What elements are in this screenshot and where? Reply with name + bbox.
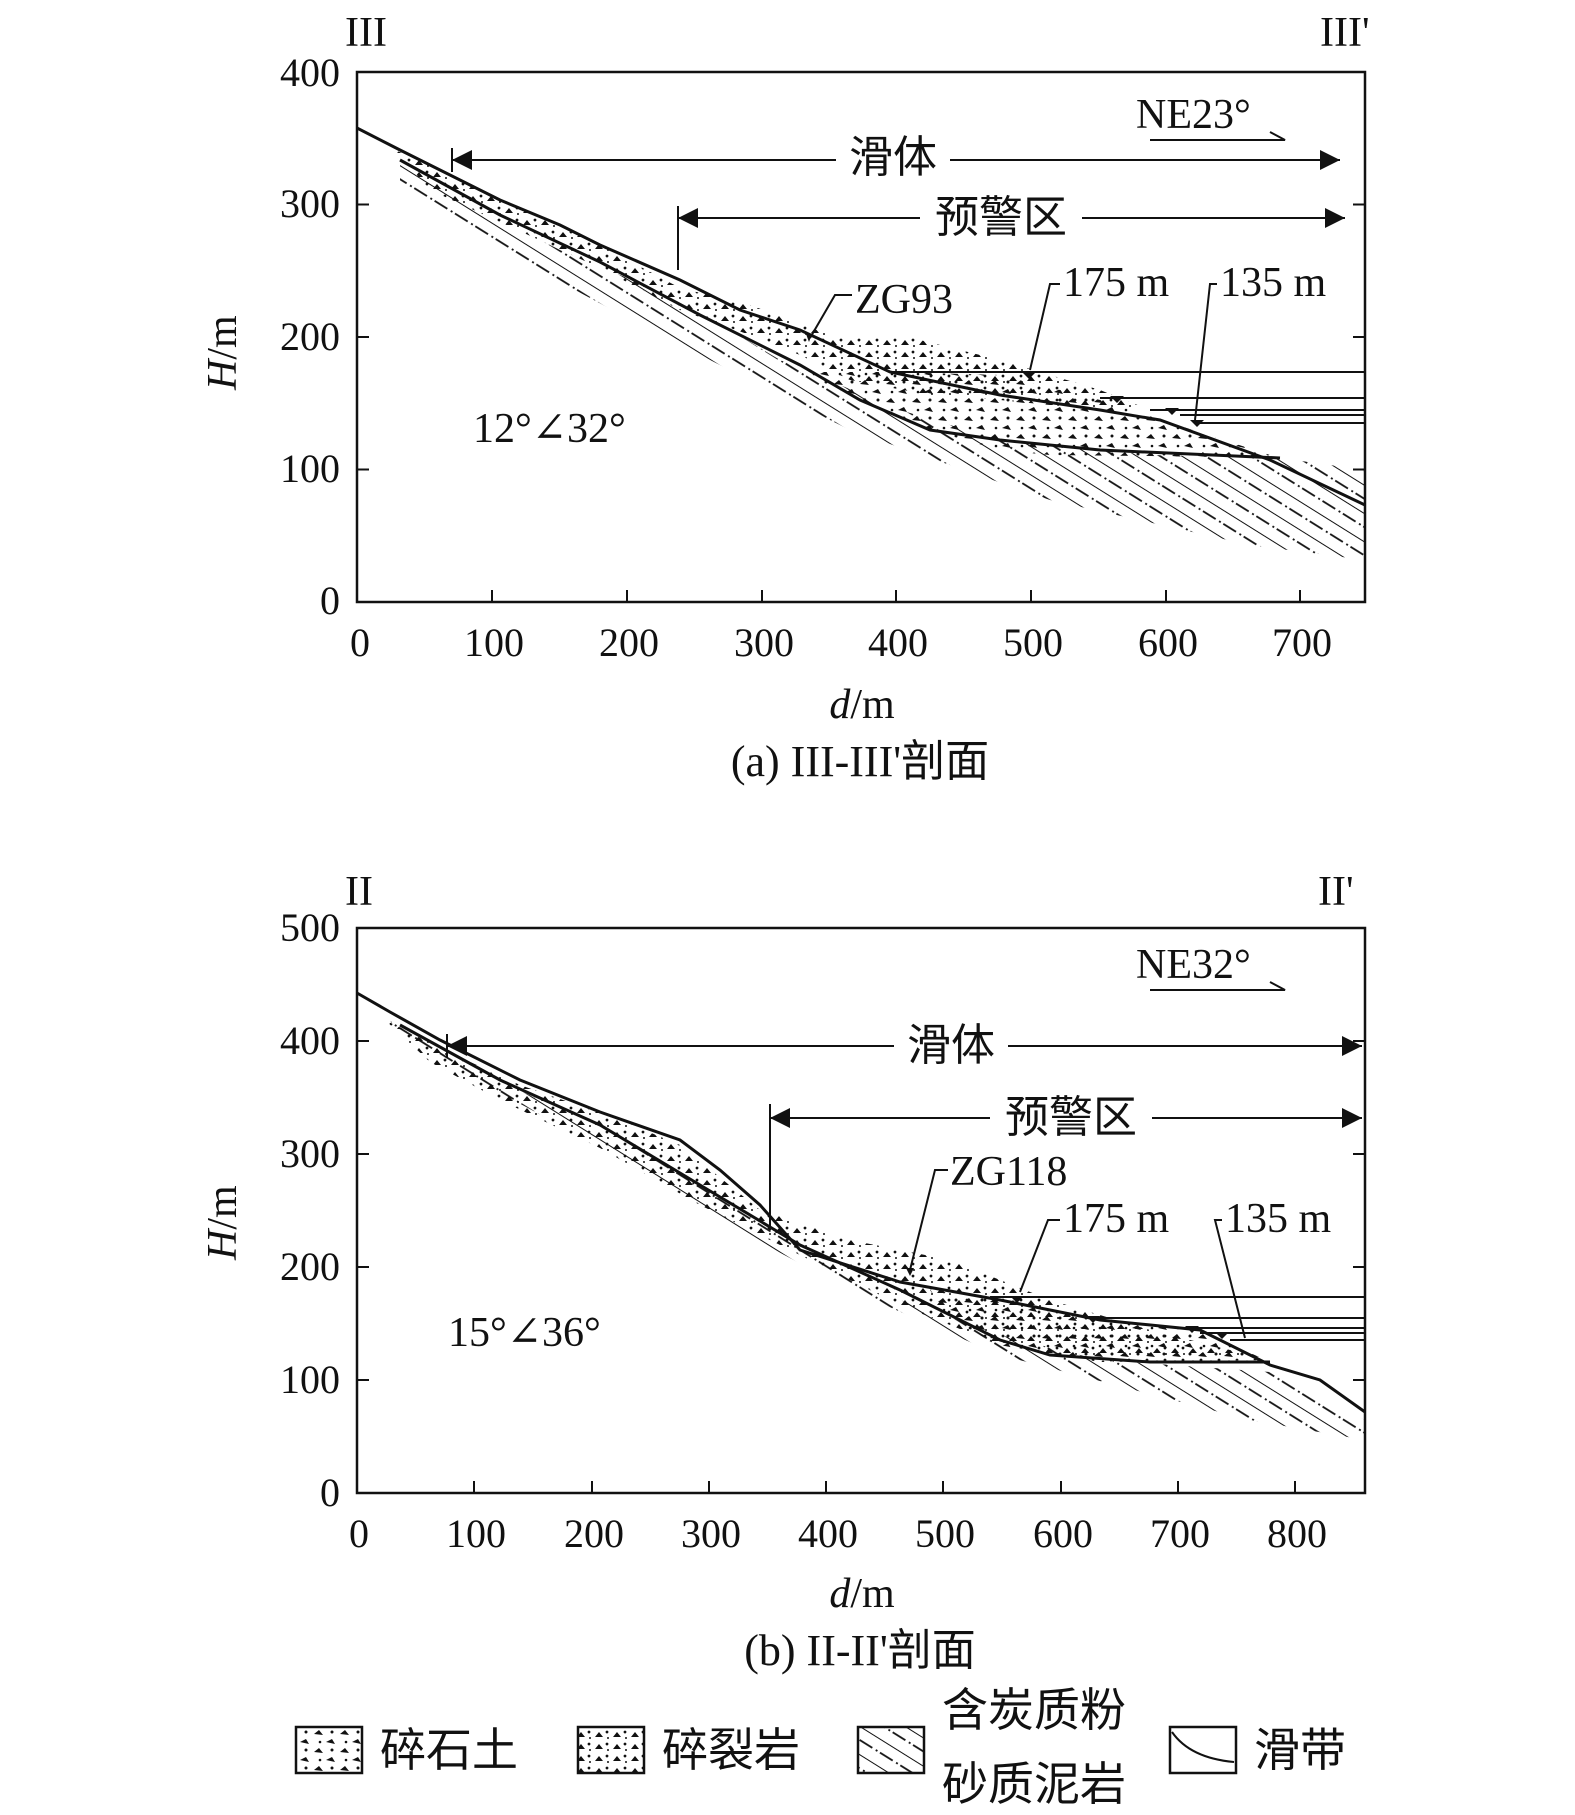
- water-175-label: 175 m: [1063, 1196, 1170, 1242]
- ground-surface: [356, 991, 1366, 1414]
- legend-label-fractured: 碎裂岩: [662, 1725, 800, 1776]
- water-marker: [1010, 1296, 1024, 1303]
- x-tick-label: 700: [1150, 1511, 1210, 1556]
- orientation-label: NE32°: [1136, 942, 1251, 988]
- bedding-attitude: 12°∠32°: [473, 406, 626, 452]
- borehole-marker: [906, 1268, 914, 1276]
- panel-b: II II' 0 100 200 300 400 500 H/m 0 100 2…: [200, 869, 1367, 1675]
- x-axis-title: d/m: [829, 1571, 895, 1617]
- gravel-soil-layer: [800, 372, 1270, 458]
- x-tick-label: 600: [1138, 620, 1198, 665]
- y-tick-label: 100: [280, 446, 340, 491]
- fractured-rock-layer: [395, 150, 1150, 410]
- x-tick-label: 0: [349, 1511, 369, 1556]
- caption-a: (a) III-III'剖面: [731, 737, 989, 786]
- y-tick-label: 400: [280, 50, 340, 95]
- legend-swatch-fractured: [576, 1725, 646, 1775]
- legend-swatch-mudstone: [856, 1725, 926, 1775]
- y-tick-label: 0: [320, 578, 340, 623]
- x-tick-label: 0: [350, 620, 370, 665]
- y-tick-label: 200: [280, 314, 340, 359]
- slide-body-label: 滑体: [907, 1021, 995, 1070]
- water-marker: [1022, 372, 1036, 379]
- ground-surface: [356, 126, 1366, 507]
- x-axis-title: d/m: [829, 682, 895, 728]
- borehole-label: ZG118: [950, 1149, 1067, 1195]
- plot-frame: [355, 926, 1367, 1495]
- y-tick-label: 100: [280, 1357, 340, 1402]
- bedrock-mudstone: [400, 160, 1365, 560]
- y-axis: 0 100 200 300 400 500 H/m: [200, 905, 1365, 1515]
- y-tick-label: 300: [280, 181, 340, 226]
- x-axis: 0 100 200 300 400 500 600 700 d/m: [350, 590, 1332, 728]
- y-tick-label: 400: [280, 1018, 340, 1063]
- caption-b: (b) II-II'剖面: [744, 1626, 976, 1675]
- legend-swatch-slip: [1168, 1725, 1238, 1775]
- borehole-label: ZG93: [855, 277, 953, 323]
- x-axis: 0 100 200 300 400 500 600 700 800 d/m: [349, 1481, 1327, 1617]
- borehole-marker: [806, 334, 812, 342]
- y-axis: 0 100 200 300 400 H/m: [200, 50, 1365, 623]
- x-tick-label: 500: [915, 1511, 975, 1556]
- orientation-arrow: [1150, 981, 1286, 991]
- warning-zone-label: 预警区: [1005, 1093, 1137, 1142]
- warning-zone-label: 预警区: [935, 193, 1067, 242]
- legend-swatch-gravel: [294, 1725, 364, 1775]
- x-tick-label: 700: [1272, 620, 1332, 665]
- x-tick-label: 200: [599, 620, 659, 665]
- x-tick-label: 300: [734, 620, 794, 665]
- x-tick-label: 500: [1003, 620, 1063, 665]
- x-tick-label: 200: [564, 1511, 624, 1556]
- x-tick-label: 400: [868, 620, 928, 665]
- y-tick-label: 500: [280, 905, 340, 950]
- corner-label-left: II: [345, 869, 373, 915]
- cross-section-a: 12°∠32°: [356, 126, 1366, 560]
- y-axis-title: H/m: [200, 315, 246, 391]
- corner-label-right: III': [1320, 10, 1370, 56]
- legend-label-gravel: 碎石土: [380, 1725, 518, 1776]
- water-135-label: 135 m: [1220, 260, 1327, 306]
- x-tick-label: 400: [798, 1511, 858, 1556]
- cross-section-b: 15°∠36°: [356, 991, 1366, 1440]
- legend-label-slip: 滑带: [1254, 1725, 1346, 1776]
- corner-label-right: II': [1318, 869, 1354, 915]
- y-tick-label: 200: [280, 1244, 340, 1289]
- orientation-label: NE23°: [1136, 92, 1251, 138]
- legend: 碎石土 碎裂岩 含炭质粉 砂质泥岩 滑带: [294, 1685, 1346, 1810]
- y-axis-title: H/m: [200, 1185, 246, 1261]
- slide-body-label: 滑体: [849, 133, 937, 182]
- y-tick-label: 0: [320, 1470, 340, 1515]
- water-135-label: 135 m: [1225, 1196, 1332, 1242]
- x-tick-label: 100: [446, 1511, 506, 1556]
- bedrock-mudstone: [390, 1020, 1365, 1440]
- slip-zone: [399, 158, 1281, 460]
- x-tick-label: 100: [464, 620, 524, 665]
- x-tick-label: 300: [681, 1511, 741, 1556]
- orientation-arrow: [1150, 131, 1286, 141]
- panel-a: III III' 0 100 200 300 400 H/m 0 100 200…: [200, 10, 1370, 786]
- x-tick-label: 600: [1033, 1511, 1093, 1556]
- bedding-attitude: 15°∠36°: [448, 1310, 601, 1356]
- slip-zone: [399, 1023, 1270, 1364]
- y-tick-label: 300: [280, 1131, 340, 1176]
- water-175-label: 175 m: [1063, 260, 1170, 306]
- corner-label-left: III: [345, 10, 387, 56]
- legend-label-mudstone-1: 含炭质粉: [942, 1685, 1126, 1736]
- gravel-soil-layer: [930, 1290, 1270, 1363]
- legend-label-mudstone-2: 砂质泥岩: [942, 1759, 1126, 1810]
- x-tick-label: 800: [1267, 1511, 1327, 1556]
